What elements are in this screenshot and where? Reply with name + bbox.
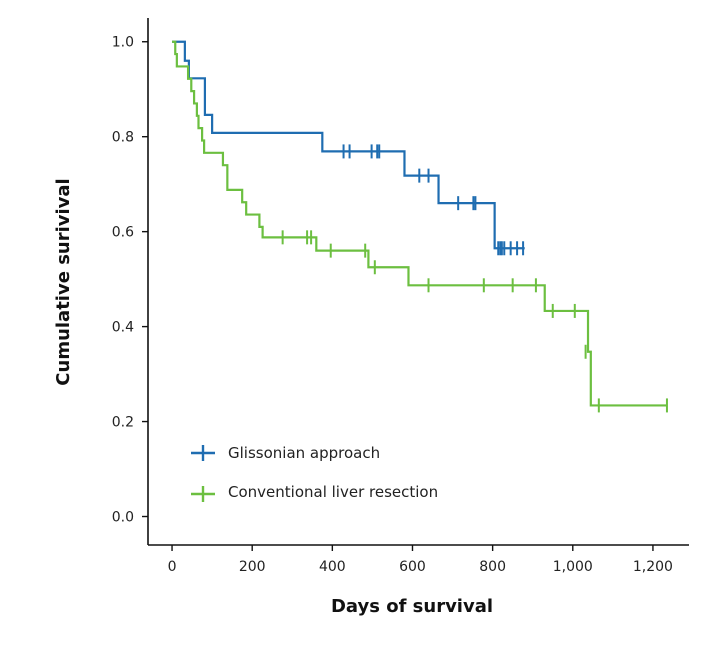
y-tick-label: 0.6 (112, 225, 134, 241)
survival-curve-conventional (172, 40, 667, 407)
x-tick-label: 1,000 (553, 559, 593, 575)
x-tick-label: 400 (319, 559, 346, 575)
x-tick-label: 200 (239, 559, 266, 575)
x-axis-title: Days of survival (331, 596, 493, 617)
legend-label-glissonian: Glissonian approach (228, 444, 380, 462)
x-tick-label: 0 (168, 559, 177, 575)
y-tick-label: 0.8 (112, 130, 134, 146)
y-tick-label: 1.0 (112, 35, 134, 51)
x-tick-label: 600 (399, 559, 426, 575)
y-tick-label: 0.0 (112, 510, 134, 526)
y-tick-label: 0.4 (112, 320, 134, 336)
legend: Glissonian approach Conventional liver r… (191, 444, 438, 502)
y-axis-title: Cumulative surivival (53, 178, 74, 385)
series-layer (172, 40, 668, 413)
survival-curve-glissonian (172, 40, 525, 250)
axes: 0 200 400 600 800 1,000 1,200 0.0 0.2 0.4 0.6 0.8 1.… (112, 18, 689, 575)
legend-label-conventional: Conventional liver resection (228, 483, 438, 501)
y-tick-label: 0.2 (112, 415, 134, 431)
x-tick-label: 800 (479, 559, 506, 575)
x-tick-label: 1,200 (633, 559, 673, 575)
